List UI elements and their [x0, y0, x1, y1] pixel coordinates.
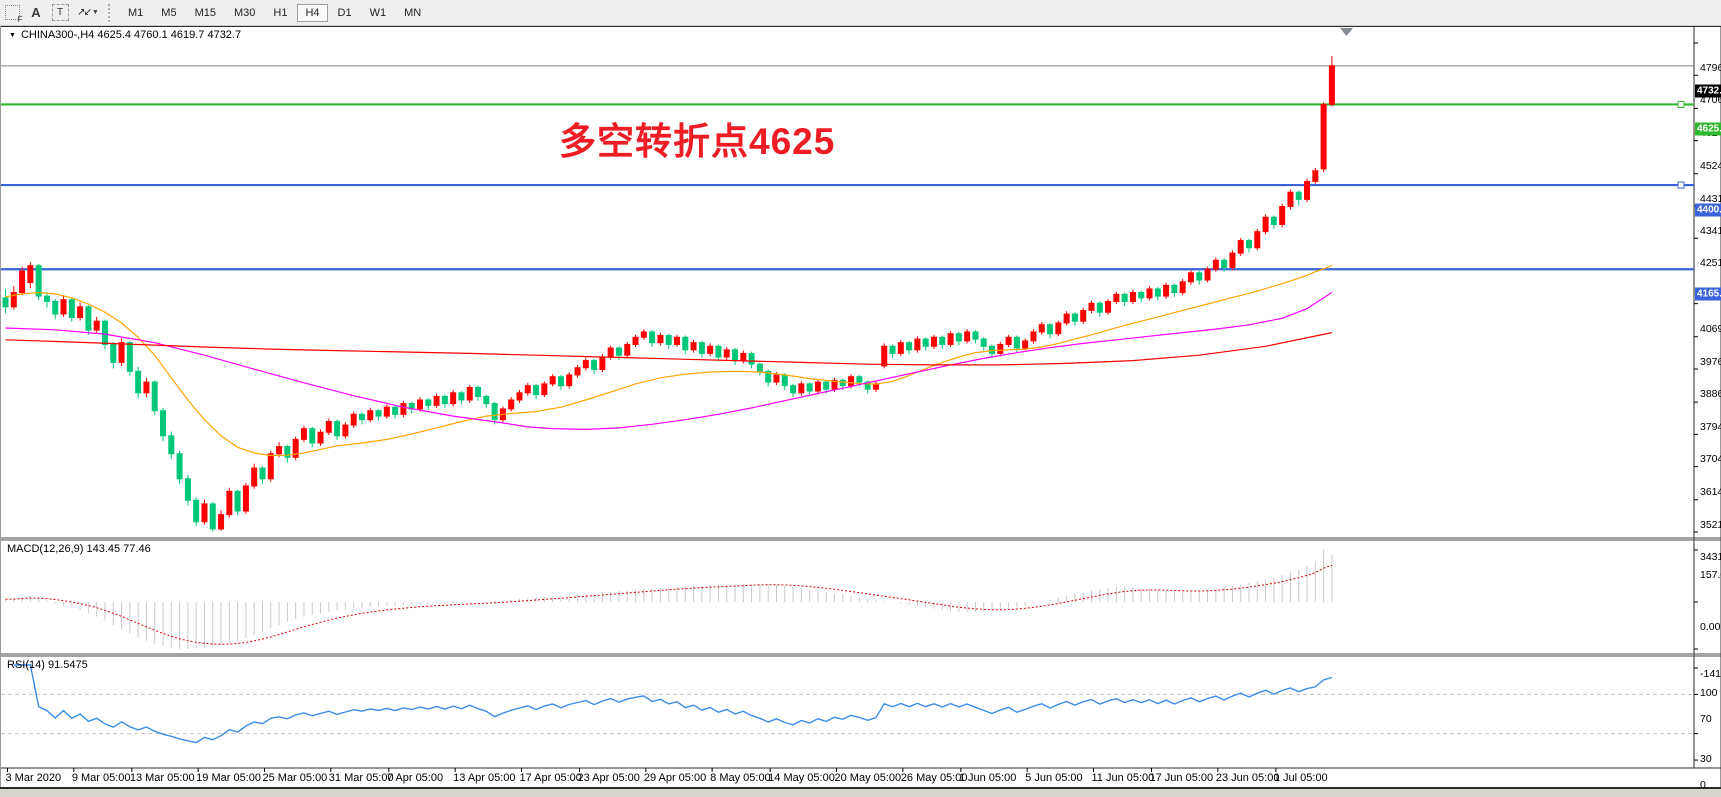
price-axis-label: 3521.5 [1700, 518, 1721, 531]
time-axis-label: 31 Mar 05:00 [328, 772, 394, 784]
rsi-axis-label: 30 [1700, 752, 1712, 765]
chart-shift-marker-icon[interactable] [1340, 28, 1353, 36]
time-axis-label: 23 Jun 05:00 [1215, 772, 1280, 784]
ma-medium [5, 291, 1333, 431]
annotation-text[interactable]: 多空转折点4625 [559, 121, 836, 162]
price-axis-label: 3704.0 [1700, 453, 1721, 466]
time-axis-label: 26 May 05:00 [900, 772, 968, 784]
indicator-frame-icon: F [4, 5, 23, 24]
symbol-ohlc-text: CHINA300-,H4 4625.4 4760.1 4619.7 4732.7 [20, 29, 242, 41]
price-axis-label: 4431.5 [1700, 192, 1721, 205]
hline-handle[interactable] [1677, 100, 1685, 108]
toolbar-grip[interactable] [108, 3, 115, 22]
time-axis-label: 5 Jun 05:00 [1025, 772, 1083, 784]
ma-fast-line [5, 264, 1333, 457]
toolbar: F A T ↗↙ ▼ M1 M5 M15 M30 H1 H4 D1 W1 MN [0, 0, 1721, 26]
time-axis-label: 1 Jul 05:00 [1273, 772, 1328, 784]
timeframe-h4[interactable]: H4 [297, 3, 328, 22]
arrow-objects-button[interactable]: ↗↙ ▼ [73, 3, 103, 23]
rsi-line [13, 664, 1333, 744]
price-axis-label: 3886.5 [1700, 388, 1721, 400]
price-axis-label: 3614.0 [1700, 485, 1721, 498]
time-axis-label: 11 Jun 05:00 [1091, 772, 1155, 784]
text-label-button[interactable]: A [25, 3, 47, 23]
time-axis-label: 1 Jun 05:00 [958, 772, 1017, 784]
timeframe-m30[interactable]: M30 [233, 6, 256, 19]
price-axis-label: 4341.5 [1700, 225, 1721, 237]
rsi-pane[interactable] [1, 664, 1694, 744]
time-axis-label: 9 Mar 05:00 [71, 772, 131, 784]
time-axis-label: 13 Mar 05:00 [129, 772, 195, 784]
timeframe-w1[interactable]: W1 [369, 6, 387, 19]
hline-price-badge: 4625.0 [1695, 122, 1721, 136]
rsi-axis-label: 100 [1700, 686, 1718, 699]
time-axis-label: 3 Mar 2020 [5, 772, 62, 784]
chart-canvas[interactable] [1, 25, 1721, 788]
price-axis-label: 3431.5 [1700, 551, 1721, 563]
timeframe-m15[interactable]: M15 [194, 6, 216, 19]
hline-price-badge: 4165.0 [1695, 287, 1721, 301]
shift-marker [1340, 28, 1353, 36]
time-axis-label: 23 Apr 05:00 [577, 772, 640, 784]
time-axis-label: 17 Apr 05:00 [519, 772, 582, 784]
price-axis-label: 4796.5 [1700, 62, 1721, 74]
text-box-button[interactable]: T [49, 3, 71, 23]
ma-fast [5, 264, 1333, 457]
macd-pane[interactable] [5, 549, 1333, 650]
ma-slow-line [5, 332, 1333, 366]
ma-medium-line [5, 291, 1333, 431]
timeframe-h1[interactable]: H1 [273, 6, 288, 19]
chevron-down-icon: ▼ [91, 9, 99, 16]
macd-axis-label: -141.79 [1700, 668, 1721, 680]
macd-signal-line [5, 564, 1333, 645]
time-axis-label: 7 Apr 05:00 [386, 772, 444, 784]
indicator-frame-button[interactable]: F [1, 3, 23, 24]
price-axis-label: 4524.0 [1700, 159, 1721, 172]
arrow-objects-icon: ↗↙ [77, 7, 92, 18]
horizontal-lines[interactable] [1, 100, 1694, 271]
symbol-title: ▼ CHINA300-,H4 4625.4 4760.1 4619.7 4732… [9, 29, 241, 41]
macd-label: MACD(12,26,9) 143.45 77.46 [7, 543, 151, 555]
current-price-badge: 4732.7 [1695, 84, 1721, 98]
time-axis-label: 25 Mar 05:00 [262, 772, 328, 784]
text-box-icon: T [51, 4, 69, 21]
rsi-axis-label: 70 [1700, 713, 1712, 726]
timeframe-m1[interactable]: M1 [128, 6, 144, 19]
time-axis-label: 19 Mar 05:00 [196, 772, 261, 784]
timeframe-d1[interactable]: D1 [337, 6, 352, 19]
ma-slow [5, 332, 1333, 366]
time-axis-label: 13 Apr 05:00 [453, 772, 516, 784]
window-bottom-edge [0, 787, 1721, 797]
price-axis-label: 3794.0 [1700, 421, 1721, 434]
rsi-label: RSI(14) 91.5475 [7, 659, 88, 671]
chart-window[interactable]: ▼ CHINA300-,H4 4625.4 4760.1 4619.7 4732… [0, 25, 1721, 792]
time-axis-label: 14 May 05:00 [768, 772, 835, 784]
macd-axis-label: 157.03 [1700, 568, 1721, 581]
price-axis-label: 3976.5 [1700, 355, 1721, 368]
rsi-axis-label: 0 [1700, 779, 1706, 792]
timeframe-m5[interactable]: M5 [161, 6, 177, 19]
timeframe-mn[interactable]: MN [404, 6, 422, 19]
chart-borders [1, 26, 1721, 772]
text-label-icon: A [31, 5, 41, 20]
price-axis-label: 4251.5 [1700, 257, 1721, 270]
time-axis-label: 29 Apr 05:00 [643, 772, 707, 784]
symbol-dropdown-icon[interactable]: ▼ [9, 31, 16, 39]
macd-axis-label: 0.00 [1700, 621, 1721, 633]
time-axis-label: 8 May 05:00 [710, 772, 771, 784]
time-axis-label: 20 May 05:00 [834, 772, 902, 784]
time-axis-label: 17 Jun 05:00 [1149, 772, 1214, 784]
hline-handle[interactable] [1677, 181, 1685, 189]
price-axis-label: 4069.0 [1700, 322, 1721, 335]
candles-layer [2, 56, 1335, 532]
hline-price-badge: 4400.0 [1695, 203, 1721, 217]
